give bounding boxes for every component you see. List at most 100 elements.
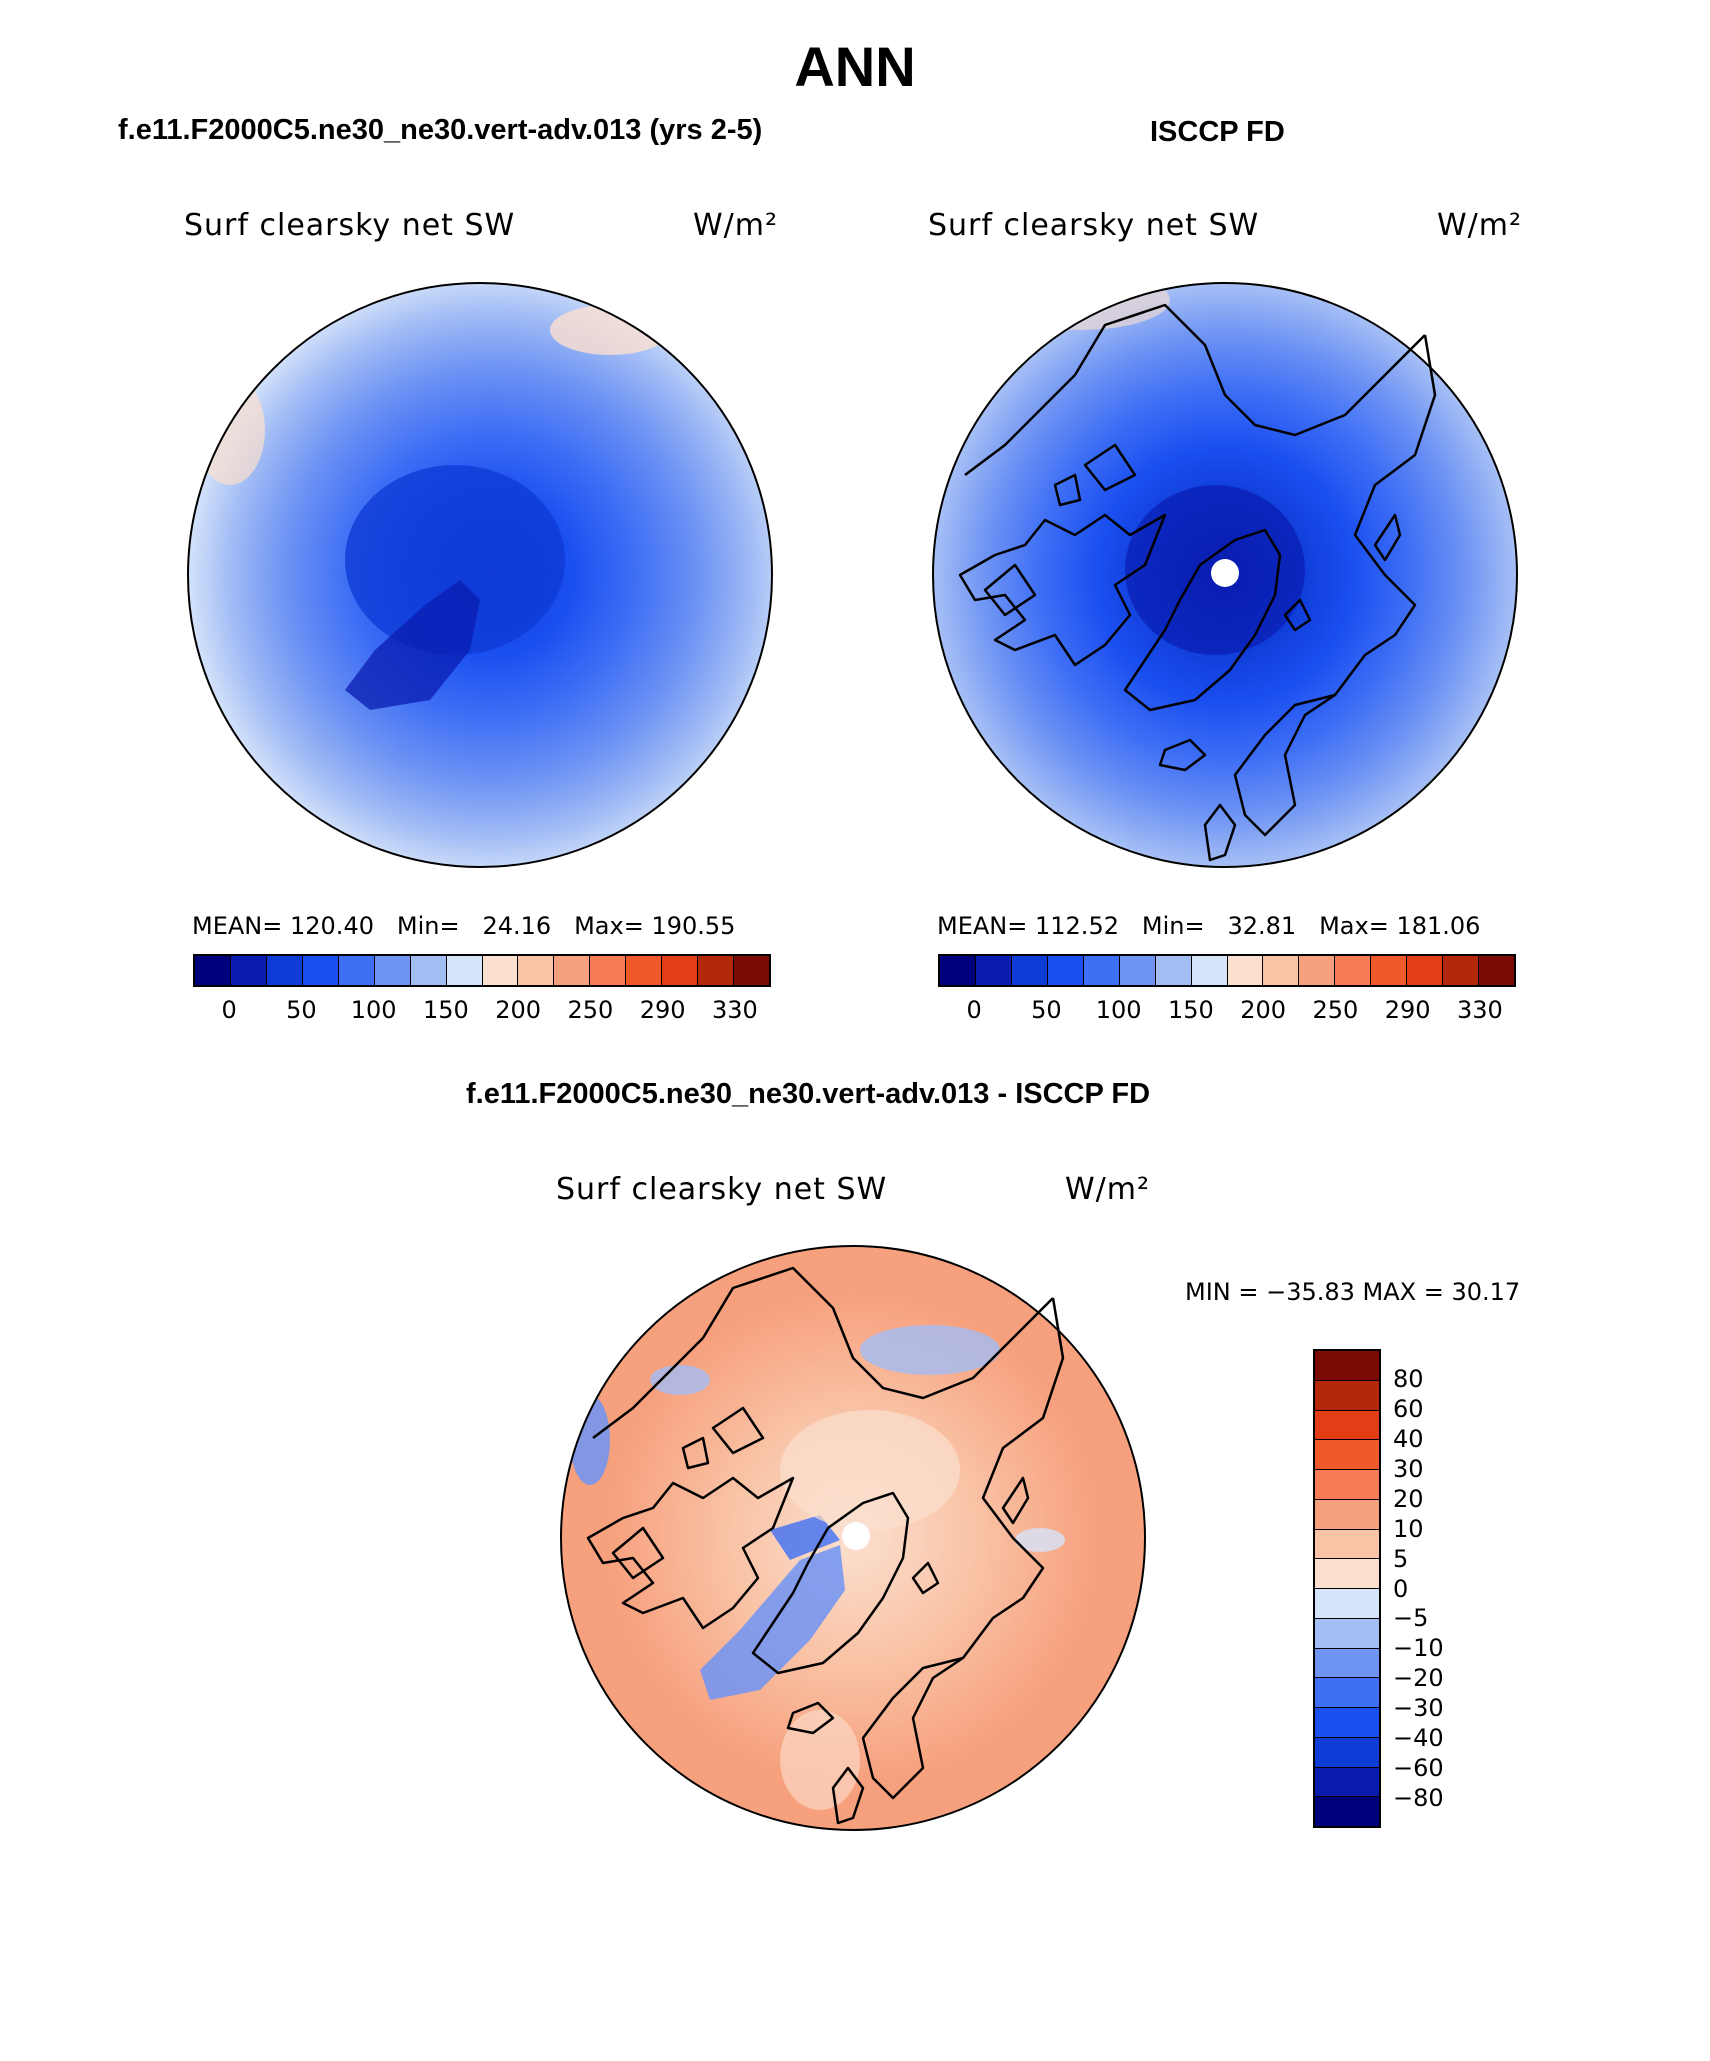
- colorbar-swatch: [266, 956, 303, 985]
- panel2-pole-missing-data: [1211, 559, 1239, 587]
- diff-case-title: f.e11.F2000C5.ne30_ne30.vert-adv.013 - I…: [466, 1078, 1151, 1110]
- colorbar-swatch: [734, 956, 769, 985]
- colorbar-swatch: [1315, 1648, 1379, 1679]
- diff-units: W/m²: [1065, 1172, 1151, 1207]
- panel2-variable-title: Surf clearsky net SW: [928, 208, 1260, 243]
- colorbar-tick-label: 330: [1456, 996, 1503, 1024]
- colorbar-swatch: [338, 956, 375, 985]
- colorbar-tick-label: 10: [1393, 1514, 1424, 1543]
- colorbar-swatch: [1407, 956, 1444, 985]
- colorbar-swatch: [1315, 1767, 1379, 1798]
- diff-minmax: MIN = −35.83 MAX = 30.17: [1185, 1278, 1521, 1306]
- colorbar-tick-label: 290: [639, 996, 686, 1024]
- colorbar-swatch: [1315, 1618, 1379, 1649]
- colorbar-swatch: [1083, 956, 1120, 985]
- colorbar-tick-label: −80: [1393, 1784, 1444, 1813]
- colorbar-tick-label: 290: [1384, 996, 1431, 1024]
- figure-title: ANN: [794, 35, 916, 98]
- panel2-units: W/m²: [1437, 208, 1523, 243]
- colorbar-tick-label: 50: [286, 996, 317, 1024]
- colorbar-swatch: [1315, 1380, 1379, 1411]
- colorbar-swatch: [940, 956, 976, 985]
- colorbar-tick-label: 100: [350, 996, 397, 1024]
- panel1-max: 190.55: [651, 912, 736, 940]
- panel2-min: 32.81: [1227, 912, 1297, 940]
- colorbar-tick-label: 60: [1393, 1394, 1424, 1423]
- panel1-stats: MEAN= 120.40 Min= 24.16 Max= 190.55: [192, 912, 735, 940]
- colorbar-tick-label: −5: [1393, 1604, 1429, 1633]
- colorbar-swatch: [230, 956, 267, 985]
- colorbar-swatch: [374, 956, 411, 985]
- panel2-max-label: Max=: [1319, 912, 1389, 940]
- panel1-colorbar: [193, 954, 771, 987]
- colorbar-swatch: [1119, 956, 1156, 985]
- panel2-case-title: ISCCP FD: [1150, 116, 1285, 148]
- colorbar-swatch: [1315, 1797, 1379, 1826]
- colorbar-tick-label: 0: [1393, 1574, 1409, 1603]
- colorbar-swatch: [698, 956, 735, 985]
- colorbar-tick-label: 250: [567, 996, 614, 1024]
- colorbar-tick-label: −40: [1393, 1724, 1444, 1753]
- colorbar-swatch: [446, 956, 483, 985]
- panel1-units: W/m²: [693, 208, 779, 243]
- colorbar-swatch: [1479, 956, 1514, 985]
- colorbar-swatch: [1315, 1589, 1379, 1619]
- colorbar-swatch: [518, 956, 555, 985]
- colorbar-swatch: [1227, 956, 1264, 985]
- colorbar-tick-label: 200: [1240, 996, 1287, 1024]
- colorbar-swatch: [1011, 956, 1048, 985]
- colorbar-tick-label: 330: [711, 996, 758, 1024]
- colorbar-tick-label: 40: [1393, 1424, 1424, 1453]
- panel2-mean-label: MEAN=: [937, 912, 1028, 940]
- panel2-stats: MEAN= 112.52 Min= 32.81 Max= 181.06: [937, 912, 1480, 940]
- colorbar-swatch: [1155, 956, 1192, 985]
- colorbar-swatch: [554, 956, 591, 985]
- diff-map: [560, 1245, 1146, 1831]
- colorbar-swatch: [1315, 1678, 1379, 1708]
- colorbar-swatch: [662, 956, 699, 985]
- panel1-variable-title: Surf clearsky net SW: [184, 208, 516, 243]
- colorbar-swatch: [1047, 956, 1084, 985]
- diff-variable-title: Surf clearsky net SW: [556, 1172, 888, 1207]
- panel1-mean-label: MEAN=: [192, 912, 283, 940]
- colorbar-tick-label: 50: [1031, 996, 1062, 1024]
- colorbar-swatch: [1299, 956, 1336, 985]
- colorbar-tick-label: −30: [1393, 1694, 1444, 1723]
- colorbar-swatch: [975, 956, 1012, 985]
- colorbar-swatch: [482, 956, 519, 985]
- panel2-min-label: Min=: [1141, 912, 1205, 940]
- colorbar-swatch: [1315, 1559, 1379, 1589]
- colorbar-tick-label: 100: [1095, 996, 1142, 1024]
- colorbar-swatch: [590, 956, 627, 985]
- colorbar-tick-label: 150: [1167, 996, 1214, 1024]
- colorbar-tick-label: 80: [1393, 1364, 1424, 1393]
- panel1-max-label: Max=: [574, 912, 644, 940]
- colorbar-tick-label: 150: [422, 996, 469, 1024]
- colorbar-tick-label: −10: [1393, 1634, 1444, 1663]
- panel2-map: [932, 282, 1518, 868]
- diff-pole-missing-data: [842, 1522, 870, 1550]
- colorbar-tick-label: 20: [1393, 1484, 1424, 1513]
- colorbar-tick-label: 0: [221, 996, 237, 1024]
- colorbar-swatch: [1315, 1737, 1379, 1768]
- colorbar-tick-label: 5: [1393, 1544, 1409, 1573]
- colorbar-tick-label: 0: [966, 996, 982, 1024]
- panel2-max: 181.06: [1396, 912, 1481, 940]
- colorbar-swatch: [626, 956, 663, 985]
- panel1-min-label: Min=: [396, 912, 460, 940]
- colorbar-swatch: [410, 956, 447, 985]
- colorbar-swatch: [1263, 956, 1300, 985]
- colorbar-swatch: [1315, 1351, 1379, 1381]
- panel2-mean: 112.52: [1035, 912, 1119, 940]
- colorbar-swatch: [1443, 956, 1480, 985]
- colorbar-swatch: [302, 956, 339, 985]
- colorbar-swatch: [1191, 956, 1228, 985]
- colorbar-tick-label: 250: [1312, 996, 1359, 1024]
- colorbar-swatch: [1335, 956, 1372, 985]
- colorbar-tick-label: −60: [1393, 1754, 1444, 1783]
- colorbar-tick-label: −20: [1393, 1664, 1444, 1693]
- panel1-min: 24.16: [482, 912, 552, 940]
- colorbar-tick-label: 200: [495, 996, 542, 1024]
- colorbar-swatch: [195, 956, 231, 985]
